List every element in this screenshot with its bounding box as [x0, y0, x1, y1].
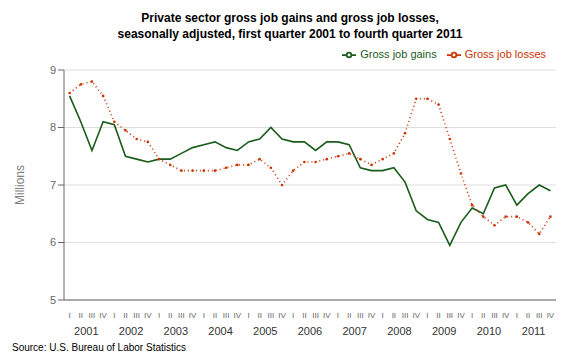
svg-text:II: II: [436, 311, 440, 320]
svg-text:IV: IV: [412, 311, 420, 320]
svg-text:II: II: [79, 311, 83, 320]
svg-text:II: II: [168, 311, 172, 320]
svg-text:II: II: [347, 311, 351, 320]
svg-text:Millions: Millions: [13, 165, 27, 205]
html-text:Gross job losses: Gross job losses: [464, 48, 546, 60]
svg-text:III: III: [268, 311, 275, 320]
svg-text:2006: 2006: [298, 325, 322, 337]
svg-text:I: I: [68, 311, 70, 320]
svg-text:II: II: [526, 311, 530, 320]
svg-text:2009: 2009: [432, 325, 456, 337]
svg-text:2005: 2005: [253, 325, 277, 337]
svg-text:I: I: [337, 311, 339, 320]
html-text:Source: U.S. Bureau of Labor S: Source: U.S. Bureau of Labor Statistics: [12, 342, 186, 353]
svg-text:7: 7: [50, 179, 56, 191]
svg-text:II: II: [213, 311, 217, 320]
svg-text:III: III: [536, 311, 543, 320]
svg-text:2003: 2003: [164, 325, 188, 337]
svg-text:2008: 2008: [387, 325, 411, 337]
svg-text:IV: IV: [144, 311, 152, 320]
svg-text:IV: IV: [189, 311, 197, 320]
svg-text:2007: 2007: [342, 325, 366, 337]
svg-text:II: II: [123, 311, 127, 320]
svg-text:II: II: [257, 311, 261, 320]
svg-text:8: 8: [50, 121, 56, 133]
svg-text:9: 9: [50, 64, 56, 76]
svg-text:III: III: [178, 311, 185, 320]
html-text:Gross job gains: Gross job gains: [360, 48, 437, 60]
svg-text:IV: IV: [457, 311, 465, 320]
svg-text:I: I: [203, 311, 205, 320]
svg-text:2004: 2004: [208, 325, 232, 337]
svg-text:2002: 2002: [119, 325, 143, 337]
svg-text:III: III: [89, 311, 96, 320]
svg-text:I: I: [113, 311, 115, 320]
svg-text:III: III: [357, 311, 364, 320]
html-text:seasonally adjusted, first qua: seasonally adjusted, first quarter 2001 …: [117, 27, 463, 41]
svg-text:I: I: [247, 311, 249, 320]
svg-text:III: III: [223, 311, 230, 320]
svg-text:2001: 2001: [74, 325, 98, 337]
svg-text:6: 6: [50, 236, 56, 248]
svg-text:2011: 2011: [522, 325, 546, 337]
svg-text:III: III: [491, 311, 498, 320]
svg-text:I: I: [426, 311, 428, 320]
svg-text:IV: IV: [502, 311, 510, 320]
svg-text:IV: IV: [278, 311, 286, 320]
svg-text:III: III: [312, 311, 319, 320]
svg-text:III: III: [446, 311, 453, 320]
svg-text:2010: 2010: [477, 325, 501, 337]
svg-text:IV: IV: [99, 311, 107, 320]
svg-text:III: III: [133, 311, 140, 320]
svg-text:IV: IV: [368, 311, 376, 320]
svg-text:II: II: [302, 311, 306, 320]
svg-text:I: I: [382, 311, 384, 320]
svg-text:III: III: [402, 311, 409, 320]
svg-text:I: I: [471, 311, 473, 320]
svg-text:I: I: [158, 311, 160, 320]
html-text:Private sector gross job gains: Private sector gross job gains and gross…: [141, 11, 439, 25]
svg-text:5: 5: [50, 294, 56, 306]
svg-text:I: I: [292, 311, 294, 320]
svg-text:IV: IV: [323, 311, 331, 320]
svg-text:II: II: [481, 311, 485, 320]
svg-text:II: II: [392, 311, 396, 320]
svg-text:IV: IV: [547, 311, 555, 320]
svg-text:IV: IV: [234, 311, 242, 320]
svg-text:I: I: [516, 311, 518, 320]
